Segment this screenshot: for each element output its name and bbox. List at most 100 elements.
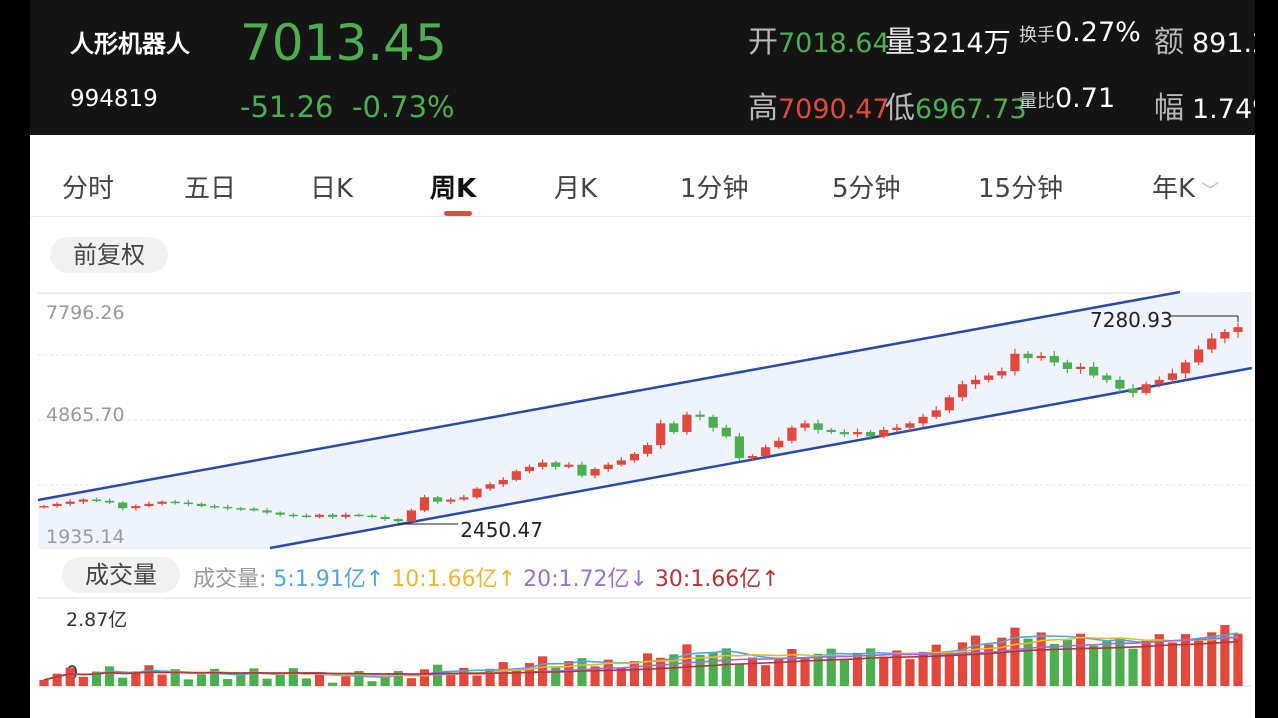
candle-body — [183, 502, 193, 505]
volume-bar — [1036, 632, 1046, 686]
candle-body — [288, 514, 298, 517]
volume-bar — [813, 653, 823, 686]
volume-bar — [656, 657, 666, 686]
ma5-value: 5:1.91亿↑ — [273, 567, 385, 592]
tab-yearly-k[interactable]: 年K ﹀ — [1152, 168, 1219, 205]
volume-bar — [721, 648, 731, 686]
volume-label: 量 — [885, 25, 915, 60]
candle-body — [419, 497, 430, 511]
volume-bar — [367, 681, 377, 686]
high-stat: 高7090.47 — [748, 83, 890, 127]
volume-bar — [157, 674, 167, 686]
active-tab-indicator — [444, 211, 472, 216]
volume-ratio-label: 量比 — [1019, 91, 1055, 112]
tab-yearly-k-label: 年K — [1152, 174, 1196, 204]
candle-body — [78, 499, 88, 502]
index-code: 994819 — [70, 86, 158, 112]
volume-bar — [209, 668, 220, 686]
candle-body — [761, 447, 771, 456]
volume-bar — [1233, 633, 1243, 686]
candle-body — [642, 445, 653, 454]
candle-body — [682, 414, 692, 433]
volume-bar — [144, 665, 154, 686]
trend-channel-upper — [37, 290, 1181, 502]
volume-bar — [1102, 641, 1112, 686]
open-value: 7018.64 — [778, 28, 890, 59]
candle-body — [538, 462, 548, 467]
volume-bar — [761, 665, 771, 686]
tab-intraday[interactable]: 分时 — [62, 174, 115, 204]
volume-bar — [524, 663, 535, 686]
volume-bar — [446, 674, 456, 686]
tab-1min[interactable]: 1分钟 — [680, 174, 749, 204]
volume-bar — [511, 669, 521, 686]
volume-bar — [1049, 643, 1059, 686]
candle-body — [196, 503, 207, 507]
tab-five-day[interactable]: 五日 — [184, 174, 237, 204]
candle-body — [852, 432, 863, 435]
candle-body — [459, 497, 469, 500]
candle-body — [866, 432, 876, 437]
candle-body — [1010, 353, 1020, 372]
candle-body — [1141, 384, 1151, 393]
volume-bar — [249, 668, 259, 686]
candle-body — [629, 453, 640, 461]
volume-bar — [131, 671, 141, 686]
turnover-value: 0.27% — [1055, 17, 1141, 48]
y-tick-label: 1935.14 — [46, 526, 125, 548]
tab-weekly-k[interactable]: 周K — [430, 174, 477, 204]
candle-body — [826, 429, 836, 433]
index-name: 人形机器人 — [70, 30, 190, 58]
candle-body — [118, 502, 128, 509]
candle-body — [301, 515, 312, 518]
tab-5min[interactable]: 5分钟 — [832, 174, 901, 204]
volume-ratio-value: 0.71 — [1055, 83, 1116, 114]
amplitude-stat: 幅 1.74% — [1154, 83, 1255, 127]
candle-body — [1102, 375, 1112, 380]
volume-bar — [105, 666, 115, 686]
kline-chart: 7796.26 4865.70 1935.14 2450.47 7280.93 2.87亿… — [37, 290, 1253, 687]
candle-body — [918, 416, 928, 424]
volume-bar — [314, 672, 325, 686]
candle-body — [590, 469, 600, 476]
candle-body — [708, 416, 718, 428]
price-change-pct: -0.73% — [352, 90, 455, 124]
volume-bar — [328, 682, 338, 686]
volume-bar — [708, 651, 718, 686]
tab-daily-k[interactable]: 日K — [310, 174, 354, 204]
candle-body — [1023, 353, 1033, 359]
trend-channel-fill — [38, 292, 1252, 548]
tab-15min[interactable]: 15分钟 — [978, 174, 1064, 204]
volume-bar — [393, 671, 403, 686]
candle-body — [721, 427, 731, 437]
candle-body — [839, 432, 849, 435]
candle-body — [249, 508, 259, 511]
candle-body — [551, 462, 561, 467]
volume-bar — [826, 648, 836, 686]
volume-bar — [616, 668, 626, 686]
candle-body — [616, 460, 626, 465]
tab-monthly-k[interactable]: 月K — [554, 174, 598, 204]
volume-bar — [288, 668, 298, 686]
volume-bar — [590, 666, 600, 686]
candle-body — [275, 512, 285, 515]
candle-body — [1089, 366, 1099, 376]
candle-body — [105, 500, 115, 503]
adjust-button[interactable]: 前复权 — [50, 237, 168, 273]
volume-bar — [341, 676, 351, 686]
candle-body — [131, 506, 141, 509]
candle-body — [354, 514, 364, 517]
candle-body — [800, 423, 810, 428]
candle-body — [997, 371, 1007, 376]
volume-bar — [498, 662, 508, 686]
candle-body — [931, 410, 941, 417]
period-tabs: 分时 五日 日K 周K 月K 1分钟 5分钟 15分钟 年K ﹀ — [30, 148, 1255, 217]
volume-bar — [944, 651, 954, 686]
volume-bar — [1062, 639, 1073, 686]
y-tick-label: 4865.70 — [46, 404, 125, 426]
amplitude-label: 幅 — [1154, 91, 1184, 126]
candle-body — [380, 516, 390, 520]
volume-stat: 量3214万 — [885, 17, 1011, 61]
candle-body — [564, 464, 574, 467]
volume-indicator-button[interactable]: 成交量 — [62, 557, 180, 593]
